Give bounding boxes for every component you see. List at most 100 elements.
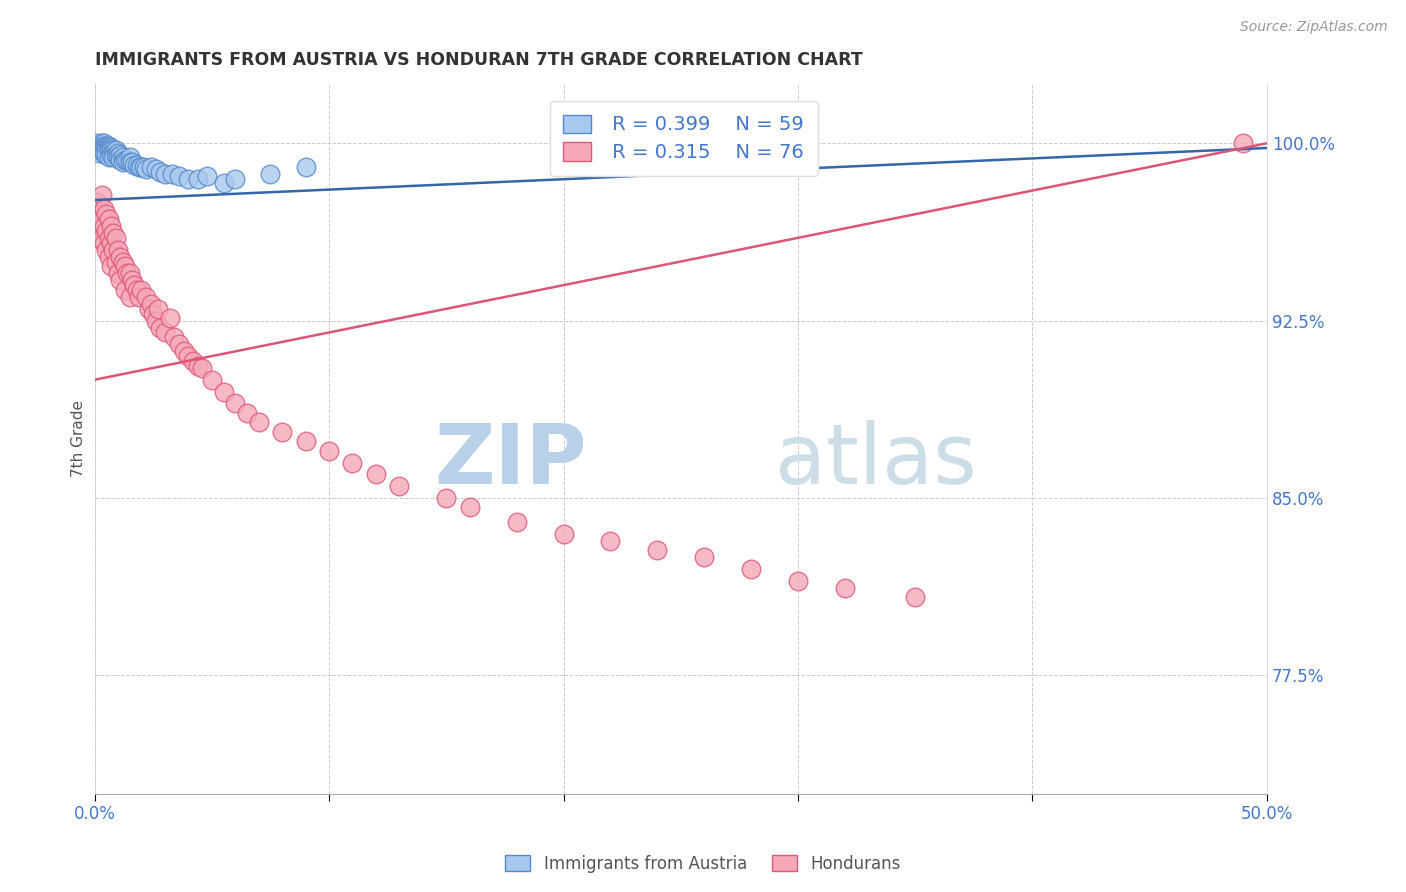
Point	[294, 160, 316, 174]
Point	[388, 479, 411, 493]
Point	[86, 195, 108, 210]
Point	[103, 145, 125, 160]
Point	[100, 219, 122, 233]
Point	[97, 144, 120, 158]
Point	[434, 491, 457, 505]
Point	[97, 141, 120, 155]
Point	[114, 153, 136, 167]
Point	[100, 141, 122, 155]
Point	[201, 373, 224, 387]
Point	[212, 177, 235, 191]
Point	[187, 171, 209, 186]
Point	[111, 254, 134, 268]
Point	[224, 396, 246, 410]
Point	[177, 171, 200, 186]
Point	[159, 311, 181, 326]
Point	[97, 211, 120, 226]
Point	[139, 160, 162, 174]
Point	[458, 500, 481, 515]
Point	[103, 144, 125, 158]
Point	[86, 136, 108, 151]
Point	[100, 235, 122, 250]
Point	[96, 207, 118, 221]
Point	[96, 138, 118, 153]
Point	[117, 153, 139, 167]
Point	[121, 155, 143, 169]
Point	[100, 148, 122, 162]
Point	[93, 202, 115, 217]
Text: ZIP: ZIP	[434, 419, 586, 500]
Point	[90, 138, 112, 153]
Point	[224, 171, 246, 186]
Point	[117, 266, 139, 280]
Point	[100, 144, 122, 158]
Point	[505, 515, 527, 529]
Point	[153, 167, 176, 181]
Point	[97, 231, 120, 245]
Point	[110, 148, 132, 162]
Point	[89, 219, 111, 233]
Text: Source: ZipAtlas.com: Source: ZipAtlas.com	[1240, 20, 1388, 34]
Point	[138, 301, 160, 316]
Point	[247, 415, 270, 429]
Point	[167, 337, 190, 351]
Point	[90, 188, 112, 202]
Point	[103, 243, 125, 257]
Point	[131, 160, 153, 174]
Point	[163, 330, 186, 344]
Point	[128, 290, 150, 304]
Point	[364, 467, 387, 482]
Point	[93, 141, 115, 155]
Point	[96, 144, 118, 158]
Legend: Immigrants from Austria, Hondurans: Immigrants from Austria, Hondurans	[499, 848, 907, 880]
Point	[90, 144, 112, 158]
Point	[90, 136, 112, 151]
Point	[294, 434, 316, 449]
Point	[118, 155, 141, 169]
Point	[90, 211, 112, 226]
Point	[124, 157, 146, 171]
Point	[107, 243, 129, 257]
Point	[118, 151, 141, 165]
Point	[177, 349, 200, 363]
Point	[125, 283, 148, 297]
Point	[114, 283, 136, 297]
Text: IMMIGRANTS FROM AUSTRIA VS HONDURAN 7TH GRADE CORRELATION CHART: IMMIGRANTS FROM AUSTRIA VS HONDURAN 7TH …	[94, 51, 862, 69]
Point	[145, 313, 167, 327]
Point	[89, 144, 111, 158]
Point	[90, 231, 112, 245]
Point	[124, 278, 146, 293]
Point	[93, 235, 115, 250]
Point	[834, 581, 856, 595]
Point	[1232, 136, 1254, 151]
Point	[693, 550, 716, 565]
Point	[93, 219, 115, 233]
Point	[104, 254, 127, 268]
Point	[97, 138, 120, 153]
Point	[167, 169, 190, 184]
Point	[89, 138, 111, 153]
Point	[89, 207, 111, 221]
Legend:  R = 0.399    N = 59,  R = 0.315    N = 76: R = 0.399 N = 59, R = 0.315 N = 76	[550, 101, 817, 176]
Point	[107, 151, 129, 165]
Point	[96, 243, 118, 257]
Point	[111, 155, 134, 169]
Point	[153, 326, 176, 340]
Point	[173, 344, 195, 359]
Point	[110, 273, 132, 287]
Point	[181, 354, 204, 368]
Point	[645, 543, 668, 558]
Point	[342, 456, 364, 470]
Point	[149, 320, 172, 334]
Point	[139, 297, 162, 311]
Point	[97, 250, 120, 264]
Point	[740, 562, 762, 576]
Point	[149, 164, 172, 178]
Point	[93, 145, 115, 160]
Point	[191, 360, 214, 375]
Point	[97, 151, 120, 165]
Point	[160, 167, 183, 181]
Point	[125, 157, 148, 171]
Point	[107, 266, 129, 280]
Point	[128, 160, 150, 174]
